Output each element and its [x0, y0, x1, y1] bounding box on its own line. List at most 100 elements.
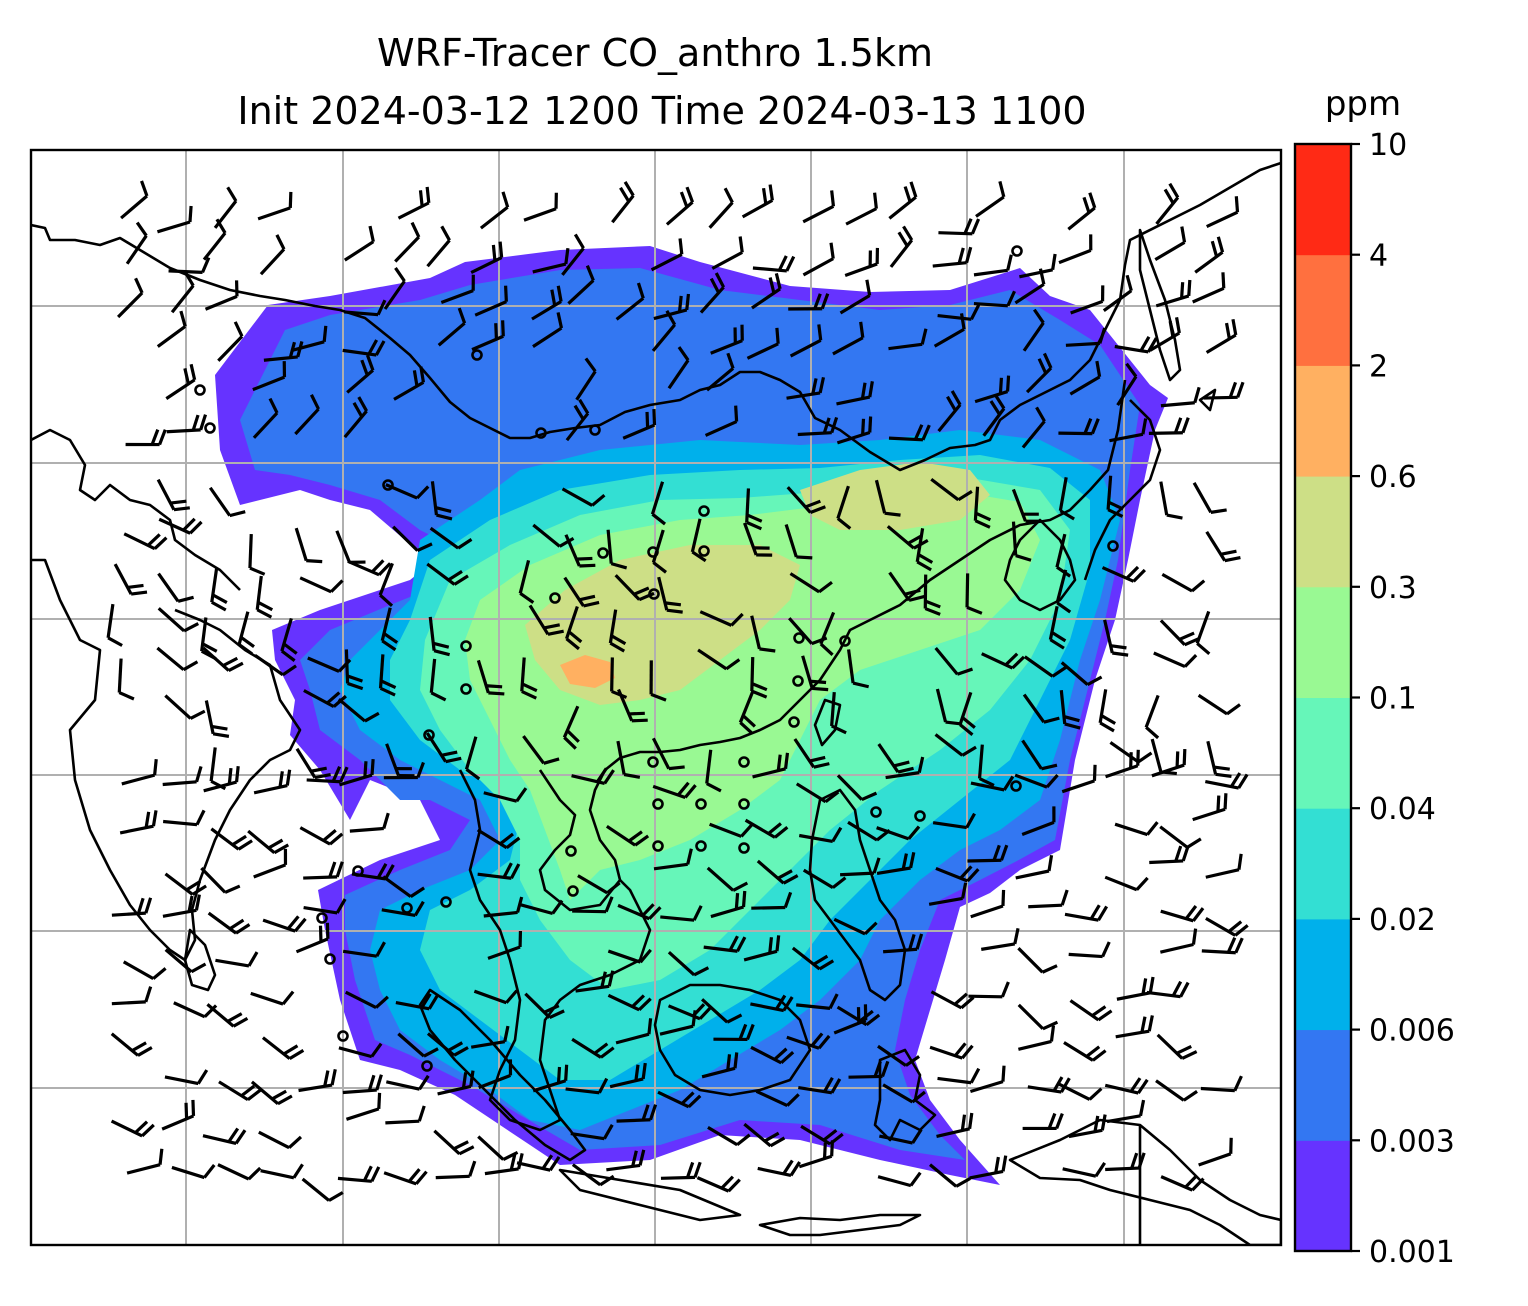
- wind-barb-feather: [1015, 554, 1032, 562]
- wind-barb-shaft: [1021, 820, 1055, 837]
- wind-barb-shaft: [660, 915, 695, 922]
- wind-barb-shaft: [750, 1045, 782, 1065]
- wind-barb-feather: [1082, 196, 1091, 214]
- wind-barb-shaft: [1021, 739, 1043, 770]
- wind-barb-feather: [488, 691, 505, 696]
- coast-china-east: [538, 379, 1127, 912]
- wind-barb-feather: [498, 241, 504, 258]
- wind-barb-shaft: [968, 994, 1003, 999]
- wind-barb-shaft: [378, 654, 385, 689]
- wind-barb-shaft: [1146, 990, 1181, 999]
- wind-barb-feather: [768, 937, 774, 954]
- wind-barb-feather: [868, 416, 873, 433]
- wind-barb-feather: [1180, 282, 1185, 299]
- wind-barb-feather: [734, 405, 739, 422]
- wind-barb-feather: [136, 897, 145, 915]
- wind-barb-feather: [501, 191, 510, 208]
- wind-barb-feather: [585, 265, 595, 282]
- wind-barb-shaft: [690, 518, 702, 553]
- wind-barb-feather: [961, 1044, 974, 1060]
- map-panel: [31, 150, 1281, 1245]
- wind-barb-shaft: [476, 828, 508, 850]
- wind-barb-shaft: [1160, 909, 1194, 923]
- wind-barb-feather: [777, 255, 788, 271]
- wind-barb-feather: [679, 191, 689, 208]
- wind-barb-shaft: [651, 323, 676, 352]
- wind-barb-shaft: [1106, 1114, 1141, 1124]
- wind-barb-feather: [600, 971, 607, 988]
- wind-barb-shaft: [378, 562, 394, 596]
- wind-barb-shaft: [755, 1089, 788, 1108]
- wind-barb-feather: [494, 323, 499, 340]
- wind-barb-shaft: [210, 568, 219, 603]
- wind-barb-feather: [963, 218, 973, 235]
- wind-barb-feather: [322, 325, 328, 342]
- wind-barb-feather: [1210, 240, 1219, 258]
- wind-barb-feather: [880, 1060, 890, 1077]
- wind-barb-shaft: [571, 774, 606, 785]
- wind-barb-feather: [1088, 192, 1097, 209]
- wind-barb-shaft: [395, 1000, 430, 1011]
- wind-barb-shaft: [1153, 651, 1186, 669]
- wind-barb-feather: [1193, 386, 1201, 404]
- wind-barb-shaft: [705, 749, 713, 784]
- colorbar-tick-label: 0.001: [1369, 1235, 1455, 1270]
- wind-barb-shaft: [156, 478, 176, 511]
- wind-barb-feather: [897, 766, 914, 774]
- wind-barb-feather: [1125, 274, 1133, 292]
- wind-barb-feather: [1190, 579, 1206, 593]
- wind-barb-shaft: [217, 335, 244, 362]
- wind-barb-feather: [924, 599, 941, 609]
- wind-barb-feather: [127, 583, 144, 590]
- wind-barb-feather: [370, 1166, 381, 1183]
- wind-barb-feather: [273, 843, 290, 855]
- wind-barb-shaft: [650, 481, 665, 515]
- wind-barb-shaft: [848, 1074, 883, 1079]
- colorbar-tick-label: 2: [1369, 349, 1388, 384]
- wind-barb-feather: [1041, 964, 1058, 974]
- wind-barb-shaft: [474, 300, 507, 317]
- wind-barb-feather: [828, 993, 839, 1010]
- wind-barb-feather: [950, 390, 962, 406]
- wind-barb-feather: [563, 736, 577, 750]
- wind-barb-feather: [1191, 928, 1198, 945]
- wind-barb-feather: [501, 320, 505, 337]
- wind-barb-feather: [453, 1140, 469, 1151]
- wind-barb-shaft: [1206, 740, 1218, 775]
- wind-barb-shaft: [470, 256, 503, 275]
- wind-barb-feather: [911, 1090, 926, 1104]
- wind-barb-shaft: [425, 732, 447, 763]
- wind-barb-shaft: [1028, 903, 1063, 909]
- wind-barb-feather: [179, 310, 187, 327]
- wind-barb-shaft: [973, 268, 1008, 277]
- wind-barb-shaft: [1068, 1128, 1103, 1139]
- wind-barb-shaft: [1148, 431, 1183, 436]
- wind-barb-feather: [286, 915, 300, 930]
- wind-barb-feather: [720, 1175, 735, 1190]
- wind-barb-feather: [1098, 327, 1107, 344]
- wind-barb-feather: [812, 686, 829, 692]
- wind-barb-shaft: [667, 359, 690, 390]
- wind-barb-shaft: [429, 658, 437, 693]
- wind-barb-feather: [1130, 1152, 1139, 1169]
- wind-barb-feather: [804, 499, 821, 509]
- wind-barb-feather: [314, 772, 331, 780]
- wind-barb-shaft: [657, 1090, 690, 1109]
- wind-barb-feather: [541, 1154, 554, 1170]
- wind-barb-shaft: [699, 286, 725, 314]
- wind-barb-shaft: [616, 1118, 651, 1123]
- wind-barb-shaft: [203, 780, 237, 793]
- wind-barb-shaft: [756, 859, 785, 885]
- wind-barb-feather: [584, 357, 597, 373]
- wind-barb-feather: [367, 339, 379, 355]
- wind-barb-shaft: [280, 617, 293, 652]
- calm-wind-marker: [648, 588, 660, 600]
- wind-barb-feather: [377, 562, 392, 576]
- wind-barb-feather: [417, 1105, 426, 1122]
- wind-barb-shaft: [708, 201, 734, 229]
- wind-barb-shaft: [1192, 482, 1213, 514]
- wind-barb-feather: [728, 935, 739, 952]
- wind-barb-feather: [1107, 508, 1124, 518]
- calm-wind-marker: [792, 675, 804, 687]
- wind-barb-feather: [809, 505, 826, 515]
